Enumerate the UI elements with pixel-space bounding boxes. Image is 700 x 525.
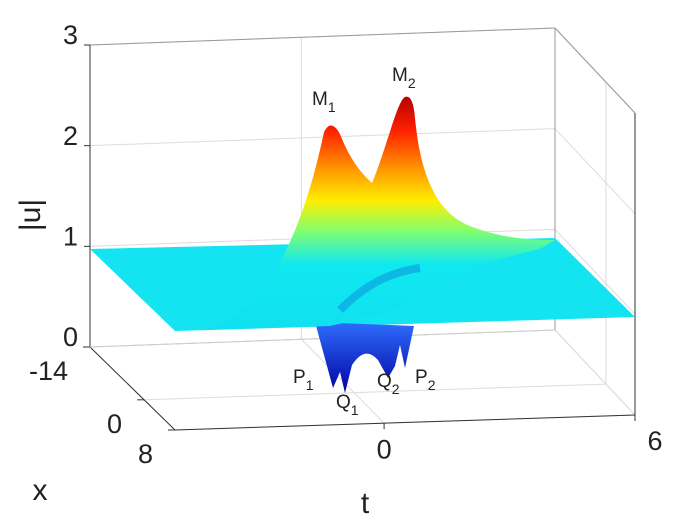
ridge — [200, 96, 555, 331]
annotation-text: M — [392, 65, 408, 86]
annotation-subscript: 2 — [408, 75, 416, 91]
annotation: Q1 — [336, 392, 359, 418]
annotation: P1 — [293, 367, 314, 393]
dip — [315, 322, 414, 393]
box-edge — [89, 27, 556, 46]
annotation-text: P — [415, 367, 428, 388]
t-tick-label: 0 — [377, 434, 392, 464]
x-axis-label: x — [33, 474, 48, 507]
annotation-text: P — [293, 367, 306, 388]
grid-line — [554, 128, 636, 215]
box-edge — [554, 27, 636, 114]
x-tick-label: 0 — [107, 409, 122, 439]
annotation-subscript: 1 — [351, 402, 359, 418]
annotation-subscript: 2 — [392, 381, 400, 397]
surface — [90, 96, 635, 393]
x-tick-label: -14 — [29, 356, 68, 386]
grid-line — [89, 128, 556, 147]
z-tick-label: 0 — [63, 322, 78, 352]
annotation: M2 — [392, 65, 416, 91]
annotation: Q2 — [377, 371, 400, 397]
annotation-text: Q — [377, 371, 392, 392]
z-tick-label: 1 — [63, 221, 78, 251]
annotation-subscript: 1 — [328, 99, 336, 115]
shadow — [337, 264, 421, 313]
z-tick-label: 2 — [63, 121, 78, 151]
annotation: P2 — [415, 367, 436, 393]
t-tick-label: 6 — [647, 426, 662, 456]
annotation-text: M — [312, 89, 328, 110]
grid-line — [554, 228, 636, 315]
axis-line — [89, 346, 176, 431]
x-tick-label: 8 — [138, 439, 153, 469]
grid-line — [144, 383, 606, 401]
grid-line — [554, 329, 636, 416]
annotation-subscript: 2 — [428, 377, 436, 393]
z-tick-label: 3 — [63, 20, 78, 50]
z-axis-label: |u| — [14, 199, 47, 231]
annotation-subscript: 1 — [306, 377, 314, 393]
annotation: M1 — [312, 89, 336, 115]
axis-line — [174, 414, 636, 431]
t-axis-label: t — [361, 487, 370, 520]
annotation-text: Q — [336, 392, 351, 413]
